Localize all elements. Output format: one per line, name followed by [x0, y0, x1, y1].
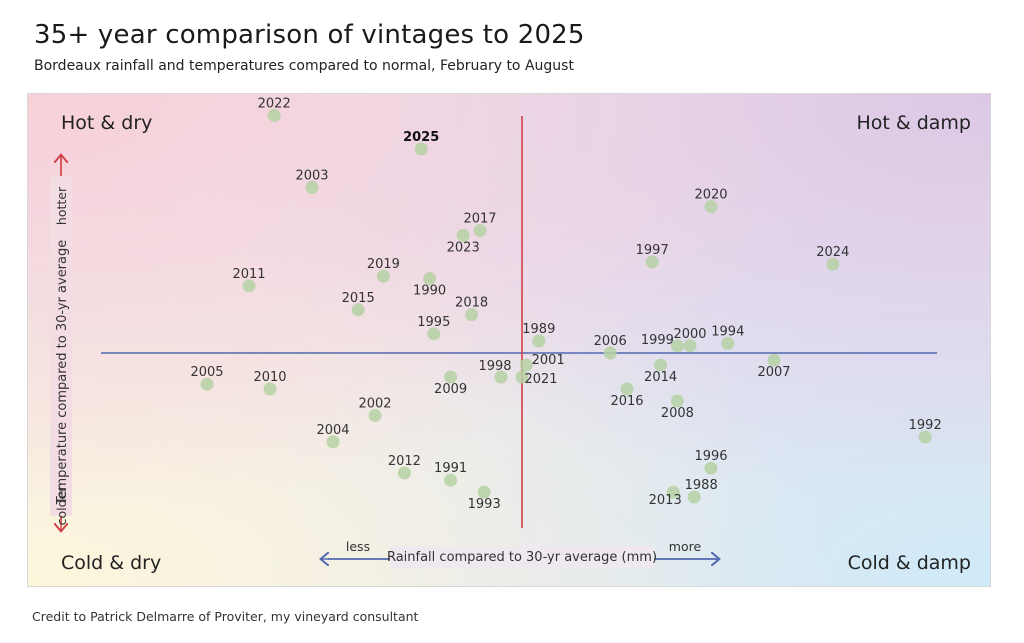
point-1990 [423, 272, 437, 286]
point-2018 [465, 308, 479, 322]
point-2025 [414, 142, 428, 156]
x-arrow-more-label: more [669, 539, 702, 554]
y-axis-label: Temperature compared to 30-yr average [55, 240, 70, 505]
point-1991 [444, 473, 458, 487]
point-label-1994: 1994 [711, 324, 744, 339]
point-2003 [305, 180, 319, 194]
point-label-2024: 2024 [816, 245, 849, 260]
x-arrow-less-label: less [346, 539, 370, 554]
point-2011 [242, 279, 256, 293]
point-1997 [645, 255, 659, 269]
point-label-1988: 1988 [685, 478, 718, 493]
point-label-2007: 2007 [757, 365, 790, 380]
point-2010 [263, 382, 277, 396]
point-label-2022: 2022 [258, 96, 291, 111]
point-label-2014: 2014 [644, 370, 677, 385]
point-label-1993: 1993 [468, 497, 501, 512]
quadrant-label-bottom-right: Cold & damp [848, 552, 971, 574]
point-label-2013: 2013 [649, 493, 682, 508]
chart-subtitle: Bordeaux rainfall and temperatures compa… [34, 58, 574, 74]
point-label-1990: 1990 [413, 284, 446, 299]
points-layer: 2022 2025 2003 2017 2023 2019 1990 2011 2015 2018… [101, 96, 942, 528]
point-1999 [670, 339, 684, 353]
point-2016 [620, 382, 634, 396]
point-label-2004: 2004 [316, 423, 349, 438]
point-label-2018: 2018 [455, 296, 488, 311]
point-1994 [721, 336, 735, 350]
point-label-2008: 2008 [661, 406, 694, 421]
point-2023 [456, 228, 470, 242]
y-arrow-hotter-label: hotter [54, 186, 69, 225]
point-label-1991: 1991 [434, 461, 467, 476]
x-axis-label: Rainfall compared to 30-yr average (mm) [387, 550, 657, 565]
point-label-1995: 1995 [417, 315, 450, 330]
point-label-1996: 1996 [694, 449, 727, 464]
point-label-2003: 2003 [295, 168, 328, 183]
point-2006 [603, 346, 617, 360]
point-label-2006: 2006 [594, 334, 627, 349]
point-label-2005: 2005 [190, 365, 223, 380]
point-2012 [397, 466, 411, 480]
point-2001 [519, 358, 533, 372]
point-2002 [368, 408, 382, 422]
point-1989 [532, 334, 546, 348]
point-label-2002: 2002 [358, 396, 391, 411]
point-2024 [826, 257, 840, 271]
point-label-2009: 2009 [434, 382, 467, 397]
point-label-2015: 2015 [342, 291, 375, 306]
point-1993 [477, 485, 491, 499]
point-1996 [704, 461, 718, 475]
point-2004 [326, 435, 340, 449]
point-2008 [670, 394, 684, 408]
point-2019 [376, 269, 390, 283]
point-2007 [767, 353, 781, 367]
point-2022 [267, 108, 281, 122]
point-2015 [351, 303, 365, 317]
point-2009 [444, 370, 458, 384]
point-2017 [473, 224, 487, 238]
point-label-2016: 2016 [610, 394, 643, 409]
chart-title: 35+ year comparison of vintages to 2025 [34, 20, 585, 50]
point-2021 [515, 370, 529, 384]
point-label-2025: 2025 [403, 130, 439, 145]
scatter-chart: Hot & dry Hot & damp Cold & dry Cold & d… [50, 96, 971, 574]
y-label-backing [50, 176, 72, 516]
point-2020 [704, 200, 718, 214]
point-1992 [918, 430, 932, 444]
point-label-1999: 1999 [641, 333, 674, 348]
point-label-2021: 2021 [524, 372, 557, 387]
credit-text: Credit to Patrick Delmarre of Proviter, … [32, 609, 419, 624]
point-2014 [654, 358, 668, 372]
point-label-1992: 1992 [909, 418, 942, 433]
quadrant-label-bottom-left: Cold & dry [61, 552, 161, 574]
point-label-2000: 2000 [673, 327, 706, 342]
point-2005 [200, 377, 214, 391]
point-2013 [666, 485, 680, 499]
point-label-1997: 1997 [636, 243, 669, 258]
y-arrow-colder-label: colder [54, 486, 69, 526]
point-2000 [683, 339, 697, 353]
point-label-2010: 2010 [253, 370, 286, 385]
point-label-2017: 2017 [463, 212, 496, 227]
point-label-2001: 2001 [532, 353, 565, 368]
point-label-1998: 1998 [478, 359, 511, 374]
point-label-2020: 2020 [694, 188, 727, 203]
plot-area: Hot & dry Hot & damp Cold & dry Cold & d… [27, 93, 991, 587]
point-1998 [494, 370, 508, 384]
quadrant-label-top-left: Hot & dry [61, 112, 152, 134]
point-label-2023: 2023 [447, 240, 480, 255]
point-1995 [427, 327, 441, 341]
x-label-backing [390, 546, 654, 568]
point-label-1989: 1989 [522, 322, 555, 337]
point-label-2011: 2011 [232, 267, 265, 282]
point-1988 [687, 490, 701, 504]
quadrant-label-top-right: Hot & damp [856, 112, 971, 134]
point-label-2012: 2012 [388, 454, 421, 469]
point-label-2019: 2019 [367, 257, 400, 272]
